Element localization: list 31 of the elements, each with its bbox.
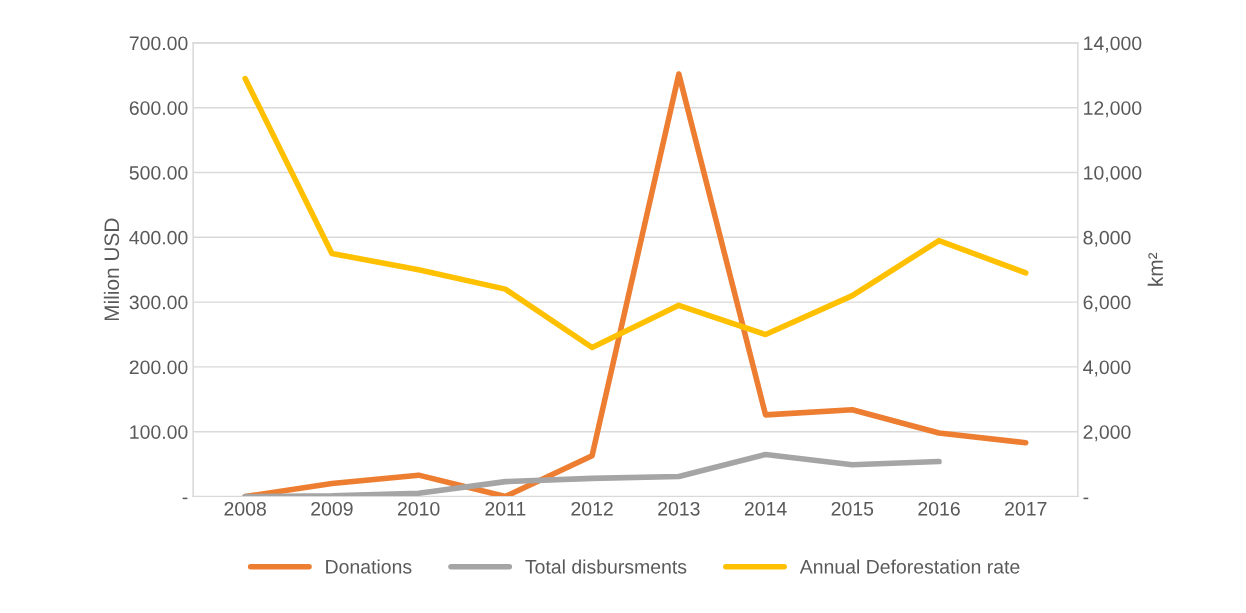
legend-label: Annual Deforestation rate xyxy=(799,559,1020,574)
y2-tick-label: 6,000 xyxy=(1083,295,1131,312)
y-tick-label: 100.00 xyxy=(130,425,188,439)
y-tick-label: 600.00 xyxy=(129,101,188,115)
y-tick-label: - xyxy=(182,497,188,500)
y2-tick-label: 8,000 xyxy=(1083,230,1131,247)
y2-tick-label: 2,000 xyxy=(1083,425,1131,442)
x-tick-label: 2014 xyxy=(744,501,787,516)
x-tick-label: 2009 xyxy=(311,501,353,516)
y-tick-label: 500.00 xyxy=(129,165,188,180)
x-tick-label: 2017 xyxy=(1005,501,1047,516)
x-tick-label: 2016 xyxy=(918,501,960,516)
x-tick-label: 2015 xyxy=(831,501,874,516)
x-tick-label: 2010 xyxy=(397,501,440,516)
y-axis-title: Milion USD xyxy=(103,218,120,321)
x-tick-label: 2013 xyxy=(658,501,700,516)
x-tick-label: 2011 xyxy=(485,501,526,516)
y-tick-label: 400.00 xyxy=(129,230,188,245)
y2-axis-title: km² xyxy=(1147,252,1163,286)
y2-tick-label: 14,000 xyxy=(1084,36,1142,53)
y2-tick-label: 10,000 xyxy=(1084,165,1142,183)
y2-tick-label: - xyxy=(1083,497,1089,500)
y2-tick-label: 12,000 xyxy=(1084,101,1142,118)
x-tick-label: 2008 xyxy=(224,501,266,516)
y-tick-label: 700.00 xyxy=(129,36,188,51)
x-tick-label: 2012 xyxy=(571,501,613,516)
legend-label: Donations xyxy=(326,559,412,574)
y2-tick-label: 4,000 xyxy=(1083,360,1131,377)
legend-label: Total disbursments xyxy=(525,559,687,574)
y-tick-label: 200.00 xyxy=(129,360,188,375)
y-tick-label: 300.00 xyxy=(129,295,188,310)
